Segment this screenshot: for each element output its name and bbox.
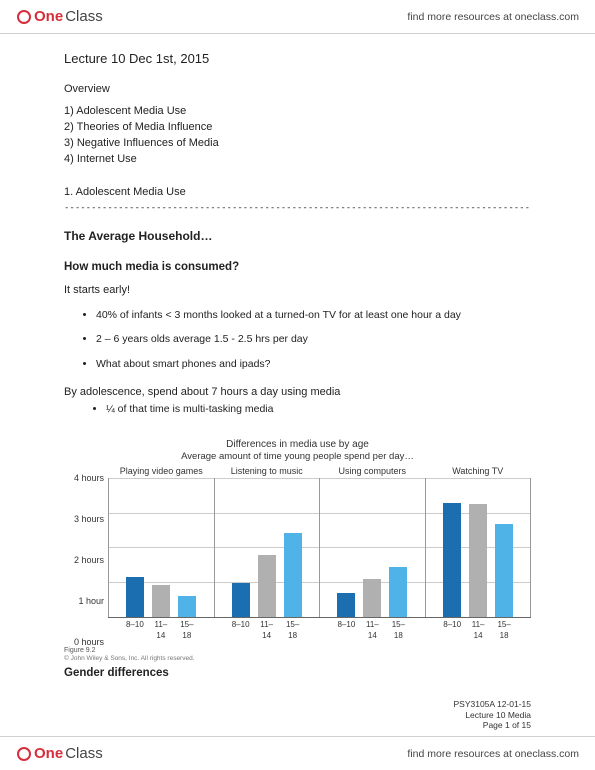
x-tick-label: 11–14 [469,620,487,642]
tagline-text: find more resources at [407,11,514,23]
brand-logo: OneClass [16,8,103,25]
x-tick-label: 11–14 [258,620,276,642]
x-tick-label: 11–14 [363,620,381,642]
logo-icon [16,746,32,762]
x-axis-labels: 8–10 11–14 15–18 8–10 11–14 15–18 8–10 11–14 15–… [108,620,531,642]
bar [178,596,196,617]
bar-group [215,479,320,617]
document-body: Lecture 10 Dec 1st, 2015 Overview 1) Ado… [0,34,595,681]
brand-part1: One [34,745,63,762]
bullet-item: 2 – 6 years olds average 1.5 - 2.5 hrs p… [96,332,531,346]
y-tick-label: 1 hour [78,595,104,607]
consumption-bullets: 40% of infants < 3 months looked at a tu… [96,308,531,371]
tagline-link[interactable]: oneclass.com [515,11,579,23]
y-axis-labels: 0 hours1 hour2 hours3 hours4 hours [64,478,108,642]
starts-early: It starts early! [64,283,531,298]
heading-average-household: The Average Household… [64,228,531,244]
x-label-group: 8–10 11–14 15–18 [214,620,320,642]
bar-group [320,479,425,617]
bullet-item: 40% of infants < 3 months looked at a tu… [96,308,531,322]
bar [337,593,355,617]
overview-label: Overview [64,82,531,97]
footer-tagline: find more resources at oneclass.com [407,748,579,760]
chart-panel: Using computers [319,479,425,617]
header-tagline: find more resources at oneclass.com [407,11,579,23]
tagline-text: find more resources at [407,748,514,760]
bar [389,567,407,617]
bar [469,504,487,617]
sub-bullet-item: ¼ of that time is multi-tasking media [106,402,531,416]
lecture-title: Lecture 10 Dec 1st, 2015 [64,50,531,68]
chart-panel: Listening to music [214,479,320,617]
section-1-label: 1. Adolescent Media Use [64,185,531,200]
y-tick-label: 4 hours [74,472,104,484]
bar [443,503,461,617]
chart-panels: Playing video gamesListening to musicUsi… [108,478,531,618]
panel-title: Using computers [320,465,425,477]
bar [258,555,276,617]
logo-icon [16,9,32,25]
brand-logo-footer: OneClass [16,745,103,762]
bar-group [426,479,531,617]
bar [152,585,170,617]
by-adolescence: By adolescence, spend about 7 hours a da… [64,385,531,400]
x-tick-label: 15–18 [284,620,302,642]
overview-item: 4) Internet Use [64,152,531,167]
x-tick-label: 8–10 [126,620,144,642]
chart-panel: Watching TV [425,479,532,617]
bar [495,524,513,617]
bar [126,577,144,617]
tagline-link[interactable]: oneclass.com [515,748,579,760]
bullet-item: What about smart phones and ipads? [96,357,531,371]
bar [284,533,302,618]
x-label-group: 8–10 11–14 15–18 [320,620,426,642]
x-tick-label: 8–10 [337,620,355,642]
overview-list: 1) Adolescent Media Use 2) Theories of M… [64,104,531,166]
heading-how-much: How much media is consumed? [64,260,531,276]
meta-lecture: Lecture 10 Media [453,710,531,720]
brand-part2: Class [65,8,103,25]
x-tick-label: 15–18 [389,620,407,642]
by-adolescence-sub: ¼ of that time is multi-tasking media [106,402,531,416]
figure-caption: Figure 9.2 [64,646,531,655]
page-header: OneClass find more resources at oneclass… [0,0,595,34]
y-tick-label: 0 hours [74,636,104,648]
chart-subtitle: Average amount of time young people spen… [64,451,531,464]
brand-part1: One [34,8,63,25]
page-metadata: PSY3105A 12-01-15 Lecture 10 Media Page … [453,699,531,730]
page-footer: OneClass find more resources at oneclass… [0,736,595,770]
overview-item: 1) Adolescent Media Use [64,104,531,119]
figure-copyright: © John Wiley & Sons, Inc. All rights res… [64,655,531,664]
panel-title: Listening to music [215,465,320,477]
y-tick-label: 3 hours [74,513,104,525]
x-tick-label: 8–10 [232,620,250,642]
bar [232,583,250,618]
heading-gender-differences: Gender differences [64,666,531,682]
meta-page: Page 1 of 15 [453,720,531,730]
x-tick-label: 8–10 [443,620,461,642]
meta-course: PSY3105A 12-01-15 [453,699,531,709]
overview-item: 3) Negative Influences of Media [64,136,531,151]
y-tick-label: 2 hours [74,554,104,566]
panel-title: Playing video games [109,465,214,477]
media-use-chart: Differences in media use by age Average … [64,438,531,682]
x-label-group: 8–10 11–14 15–18 [108,620,214,642]
x-tick-label: 15–18 [495,620,513,642]
bar [363,579,381,617]
chart-panel: Playing video games [108,479,214,617]
x-label-group: 8–10 11–14 15–18 [425,620,531,642]
overview-item: 2) Theories of Media Influence [64,120,531,135]
x-tick-label: 11–14 [152,620,170,642]
brand-part2: Class [65,745,103,762]
bar-group [109,479,214,617]
x-tick-label: 15–18 [178,620,196,642]
panel-title: Watching TV [426,465,531,477]
chart-title: Differences in media use by age [64,438,531,452]
section-rule: ----------------------------------------… [64,202,531,214]
